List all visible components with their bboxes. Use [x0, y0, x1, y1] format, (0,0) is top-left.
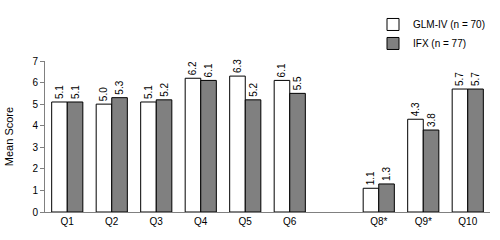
svg-text:1: 1	[32, 185, 38, 196]
svg-text:6.2: 6.2	[187, 61, 198, 75]
svg-text:Q6: Q6	[283, 216, 297, 227]
svg-text:Q5: Q5	[239, 216, 253, 227]
svg-text:7: 7	[32, 56, 38, 67]
svg-text:Q3: Q3	[150, 216, 164, 227]
svg-text:5.0: 5.0	[98, 87, 109, 101]
svg-text:4.3: 4.3	[410, 102, 421, 116]
svg-text:3: 3	[32, 142, 38, 153]
svg-text:1.3: 1.3	[381, 167, 392, 181]
svg-text:5.1: 5.1	[70, 85, 81, 99]
svg-text:Q8*: Q8*	[370, 216, 387, 227]
svg-text:2: 2	[32, 163, 38, 174]
svg-text:4: 4	[32, 120, 38, 131]
svg-text:Q1: Q1	[61, 216, 75, 227]
svg-text:5.1: 5.1	[54, 85, 65, 99]
svg-text:5.3: 5.3	[114, 80, 125, 94]
svg-text:6: 6	[32, 77, 38, 88]
svg-text:5.2: 5.2	[248, 82, 259, 96]
svg-text:Q2: Q2	[105, 216, 119, 227]
svg-text:5.7: 5.7	[454, 72, 465, 86]
svg-text:5.5: 5.5	[292, 76, 303, 90]
svg-text:5.7: 5.7	[470, 72, 481, 86]
svg-text:6.1: 6.1	[276, 63, 287, 77]
svg-text:GLM-IV (n = 70): GLM-IV (n = 70)	[413, 19, 485, 30]
svg-text:5.1: 5.1	[143, 85, 154, 99]
svg-text:Mean Score: Mean Score	[3, 107, 15, 166]
svg-text:5.2: 5.2	[159, 82, 170, 96]
svg-text:6.3: 6.3	[232, 59, 243, 73]
svg-text:Q4: Q4	[194, 216, 208, 227]
svg-text:IFX (n = 77): IFX (n = 77)	[413, 38, 466, 49]
svg-text:5: 5	[32, 99, 38, 110]
svg-text:0: 0	[32, 207, 38, 218]
svg-text:1.1: 1.1	[365, 171, 376, 185]
svg-text:3.8: 3.8	[426, 113, 437, 127]
svg-text:6.1: 6.1	[203, 63, 214, 77]
svg-text:Q9*: Q9*	[415, 216, 432, 227]
svg-text:Q10: Q10	[458, 216, 477, 227]
